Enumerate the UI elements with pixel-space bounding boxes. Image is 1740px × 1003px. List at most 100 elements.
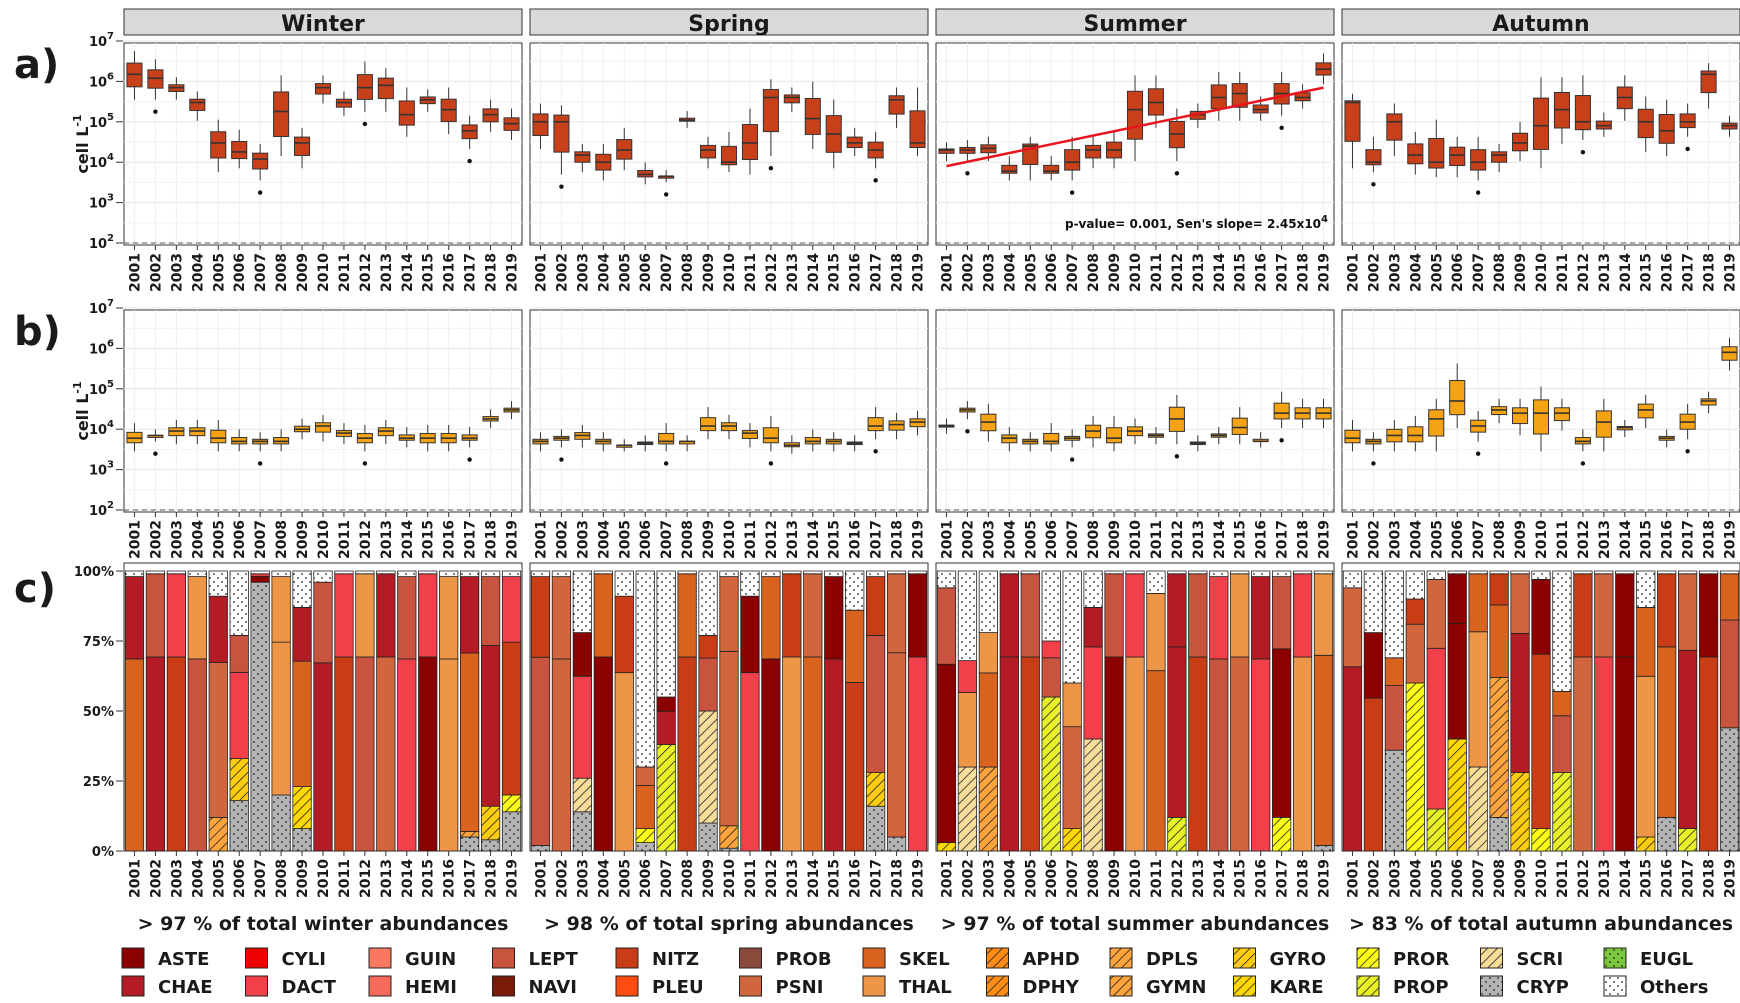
- stack-dots-spring-2008: [677, 571, 697, 574]
- xtick-a-spring-2005: 2005: [617, 253, 633, 292]
- stack-seg-autumn-2004-PSNI: [1405, 623, 1425, 684]
- ytick-a-4: 104: [89, 152, 114, 171]
- stack-dots-winter-2017: [460, 571, 479, 577]
- legend-label-gyro: GYRO: [1270, 949, 1327, 970]
- stack-dots-summer-2011: [1146, 571, 1166, 594]
- xtick-c-summer-2006: 2006: [1044, 859, 1060, 898]
- stack-dots-summer-2014: [1209, 571, 1229, 577]
- stack-seg-autumn-2016-SKEL: [1657, 646, 1677, 818]
- outlier-b-summer-2012: [1174, 454, 1180, 459]
- xtick-c-spring-2019: 2019: [911, 859, 927, 898]
- stack-dots-summer-2019: [1314, 845, 1333, 851]
- stack-dots-spring-2001: [531, 845, 550, 851]
- xtick-b-summer-2015: 2015: [1233, 520, 1249, 559]
- xtick-b-summer-2014: 2014: [1212, 520, 1228, 559]
- stack-seg-winter-2012-THAL: [355, 573, 375, 658]
- stack-seg-summer-2001-LEPT: [936, 587, 957, 665]
- box-a-spring-2018: [888, 95, 905, 115]
- stack-dots-winter-2011: [334, 571, 354, 574]
- stack-seg-autumn-2013-PSNI: [1594, 573, 1614, 658]
- xtick-c-summer-2002: 2002: [960, 859, 976, 898]
- xtick-a-autumn-2017: 2017: [1681, 253, 1697, 292]
- xtick-a-summer-2010: 2010: [1128, 253, 1144, 292]
- legend-layer: ASTE CHAE CYLI DACT GUIN HEMI LEPT NAVI NITZ PLEU…: [121, 947, 1709, 998]
- stack-dots-summer-2013: [1188, 571, 1208, 574]
- stack-seg-winter-2013-CHAE: [376, 573, 396, 658]
- xtick-c-spring-2018: 2018: [890, 859, 906, 898]
- ytick-b-2: 102: [89, 500, 114, 519]
- box-b-spring-2009: [700, 417, 717, 432]
- box-a-winter-2014: [398, 100, 415, 126]
- stack-dots-autumn-2013: [1594, 571, 1614, 574]
- xtick-b-summer-2016: 2016: [1254, 520, 1270, 559]
- ytick-c-1: 25%: [83, 775, 114, 790]
- xtick-a-winter-2016: 2016: [442, 253, 458, 292]
- box-a-autumn-2004: [1407, 143, 1424, 165]
- xtick-c-spring-2005: 2005: [617, 859, 633, 898]
- xtick-b-spring-2006: 2006: [638, 520, 654, 559]
- xtick-b-autumn-2018: 2018: [1702, 520, 1718, 559]
- legend-swatch-pleu: [615, 975, 639, 997]
- xtick-b-winter-2018: 2018: [484, 520, 500, 559]
- xtick-a-summer-2004: 2004: [1002, 253, 1018, 292]
- outlier-b-summer-2017: [1279, 438, 1284, 443]
- stack-dots-autumn-2017: [1678, 571, 1697, 574]
- stack-seg-summer-2019-THAL: [1313, 573, 1334, 656]
- stack-seg-winter-2004-THAL: [187, 576, 207, 660]
- xtick-c-autumn-2018: 2018: [1702, 859, 1718, 898]
- xtick-a-summer-2011: 2011: [1149, 253, 1165, 292]
- stack-seg-summer-2007-THAL: [1062, 682, 1082, 728]
- stack-seg-winter-2010-CHAE: [313, 662, 333, 852]
- stack-seg-spring-2008-NITZ: [677, 656, 697, 852]
- xtick-a-winter-2009: 2009: [295, 253, 311, 292]
- legend-dots-cryp: [1480, 976, 1503, 996]
- xtick-a-autumn-2001: 2001: [1345, 253, 1361, 292]
- stack-dots-autumn-2002: [1364, 571, 1383, 633]
- box-a-autumn-2009: [1512, 132, 1529, 152]
- stack-hatch-winter-2018: [481, 806, 500, 840]
- xtick-c-winter-2019: 2019: [505, 859, 521, 898]
- stack-dots-spring-2018: [887, 837, 906, 851]
- xtick-b-autumn-2002: 2002: [1366, 520, 1382, 559]
- box-a-summer-2015: [1231, 83, 1248, 108]
- stack-seg-winter-2016-THAL: [439, 658, 459, 852]
- stack-seg-autumn-2009-PSNI: [1510, 573, 1530, 634]
- box-a-winter-2006: [231, 140, 248, 160]
- stack-dots-winter-2010: [313, 571, 333, 583]
- box-a-autumn-2015: [1637, 108, 1654, 139]
- stack-hatch-autumn-2009: [1510, 772, 1530, 851]
- xtick-b-spring-2010: 2010: [722, 520, 738, 559]
- stack-seg-spring-2017-NITZ: [866, 576, 886, 636]
- box-b-winter-2010: [314, 422, 332, 433]
- stack-seg-autumn-2018-NITZ: [1698, 656, 1719, 852]
- stack-seg-spring-2014-SKEL: [803, 656, 823, 852]
- xtick-c-spring-2014: 2014: [806, 859, 822, 898]
- stack-hatch-summer-2002: [958, 767, 977, 851]
- stack-hatch-summer-2008: [1083, 739, 1103, 851]
- xtick-a-autumn-2012: 2012: [1576, 253, 1592, 292]
- stack-seg-spring-2015-ASTE: [824, 576, 844, 660]
- stack-seg-summer-2012-CHAE: [1167, 646, 1187, 818]
- legend-label-hemi: HEMI: [405, 977, 457, 998]
- xtick-b-autumn-2013: 2013: [1597, 520, 1613, 559]
- legend-swatch-guin: [368, 947, 392, 969]
- stack-hatch-winter-2006: [229, 758, 249, 801]
- stack-seg-autumn-2008-SKEL: [1489, 604, 1509, 678]
- legend-label-cyli: CYLI: [282, 949, 326, 970]
- stack-seg-summer-2014-LEPT: [1209, 658, 1229, 852]
- outlier-a-autumn-2017: [1685, 146, 1690, 152]
- xtick-a-summer-2014: 2014: [1212, 253, 1228, 292]
- xtick-a-winter-2017: 2017: [463, 253, 479, 292]
- ytick-c-4: 100%: [74, 565, 114, 580]
- xtick-b-summer-2004: 2004: [1002, 520, 1018, 559]
- box-b-spring-2012: [762, 427, 779, 444]
- stack-seg-summer-2017-LEPT: [1272, 576, 1292, 650]
- stack-dots-autumn-2007: [1468, 571, 1488, 574]
- ytick-c-0: 0%: [92, 845, 114, 860]
- outlier-b-autumn-2002: [1371, 461, 1376, 466]
- stack-seg-spring-2016-NITZ: [845, 682, 865, 852]
- stack-dots-spring-2017: [866, 571, 885, 577]
- ytick-a-7: 107: [89, 31, 114, 50]
- box-b-autumn-2011: [1553, 407, 1570, 422]
